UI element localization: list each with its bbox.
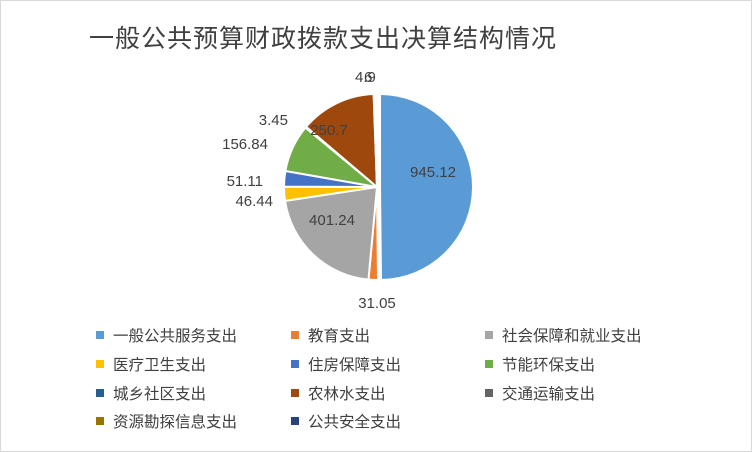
legend-swatch [96,417,104,425]
slice-9 [374,92,378,188]
legend-item-10: 公共安全支出 [291,410,401,432]
legend-item-0: 一般公共服务支出 [96,324,237,346]
legend-swatch [485,331,493,339]
legend-swatch [291,331,299,339]
legend-label: 住房保障支出 [308,356,402,374]
legend-label: 社会保障和就业支出 [502,327,642,345]
legend-swatch [291,417,299,425]
legend-item-7: 农林水支出 [291,382,386,404]
legend-label: 一般公共服务支出 [113,327,238,345]
data-label-5: 156.84 [222,136,268,153]
legend-label: 公共安全支出 [308,413,402,431]
legend-swatch [96,331,104,339]
legend-swatch [96,389,104,397]
legend-item-5: 节能环保支出 [485,353,595,375]
legend-swatch [96,360,104,368]
data-label-9: 6 [364,69,372,86]
data-label-8: 4.9 [355,69,376,86]
legend-swatch [291,389,299,397]
legend-label: 节能环保支出 [502,356,596,374]
legend-swatch [485,360,493,368]
legend-label: 交通运输支出 [502,385,596,403]
legend-item-8: 交通运输支出 [485,382,595,404]
legend-item-4: 住房保障支出 [291,353,401,375]
data-label-6: 3.45 [259,112,288,129]
data-label-7: 250.7 [310,122,348,139]
legend-label: 资源勘探信息支出 [113,413,238,431]
legend-label: 农林水支出 [308,385,386,403]
legend-item-3: 医疗卫生支出 [96,353,206,375]
data-label-1: 31.05 [358,295,396,312]
legend-label: 医疗卫生支出 [113,356,207,374]
slice-2 [283,185,379,281]
legend-swatch [291,360,299,368]
data-label-3: 46.44 [235,193,273,210]
slice-7 [304,93,379,190]
legend-label: 城乡社区支出 [113,385,207,403]
legend-label: 教育支出 [308,327,371,345]
data-label-0: 945.12 [410,164,456,181]
legend-item-6: 城乡社区支出 [96,382,206,404]
legend-swatch [485,389,493,397]
legend-item-9: 资源勘探信息支出 [96,410,237,432]
data-label-2: 401.24 [309,212,355,229]
data-label-4: 51.11 [227,173,263,190]
legend-item-2: 社会保障和就业支出 [485,324,642,346]
slice-0 [379,92,474,281]
chart-title: 一般公共预算财政拨款支出决算结构情况 [89,24,558,53]
legend-item-1: 教育支出 [291,324,370,346]
